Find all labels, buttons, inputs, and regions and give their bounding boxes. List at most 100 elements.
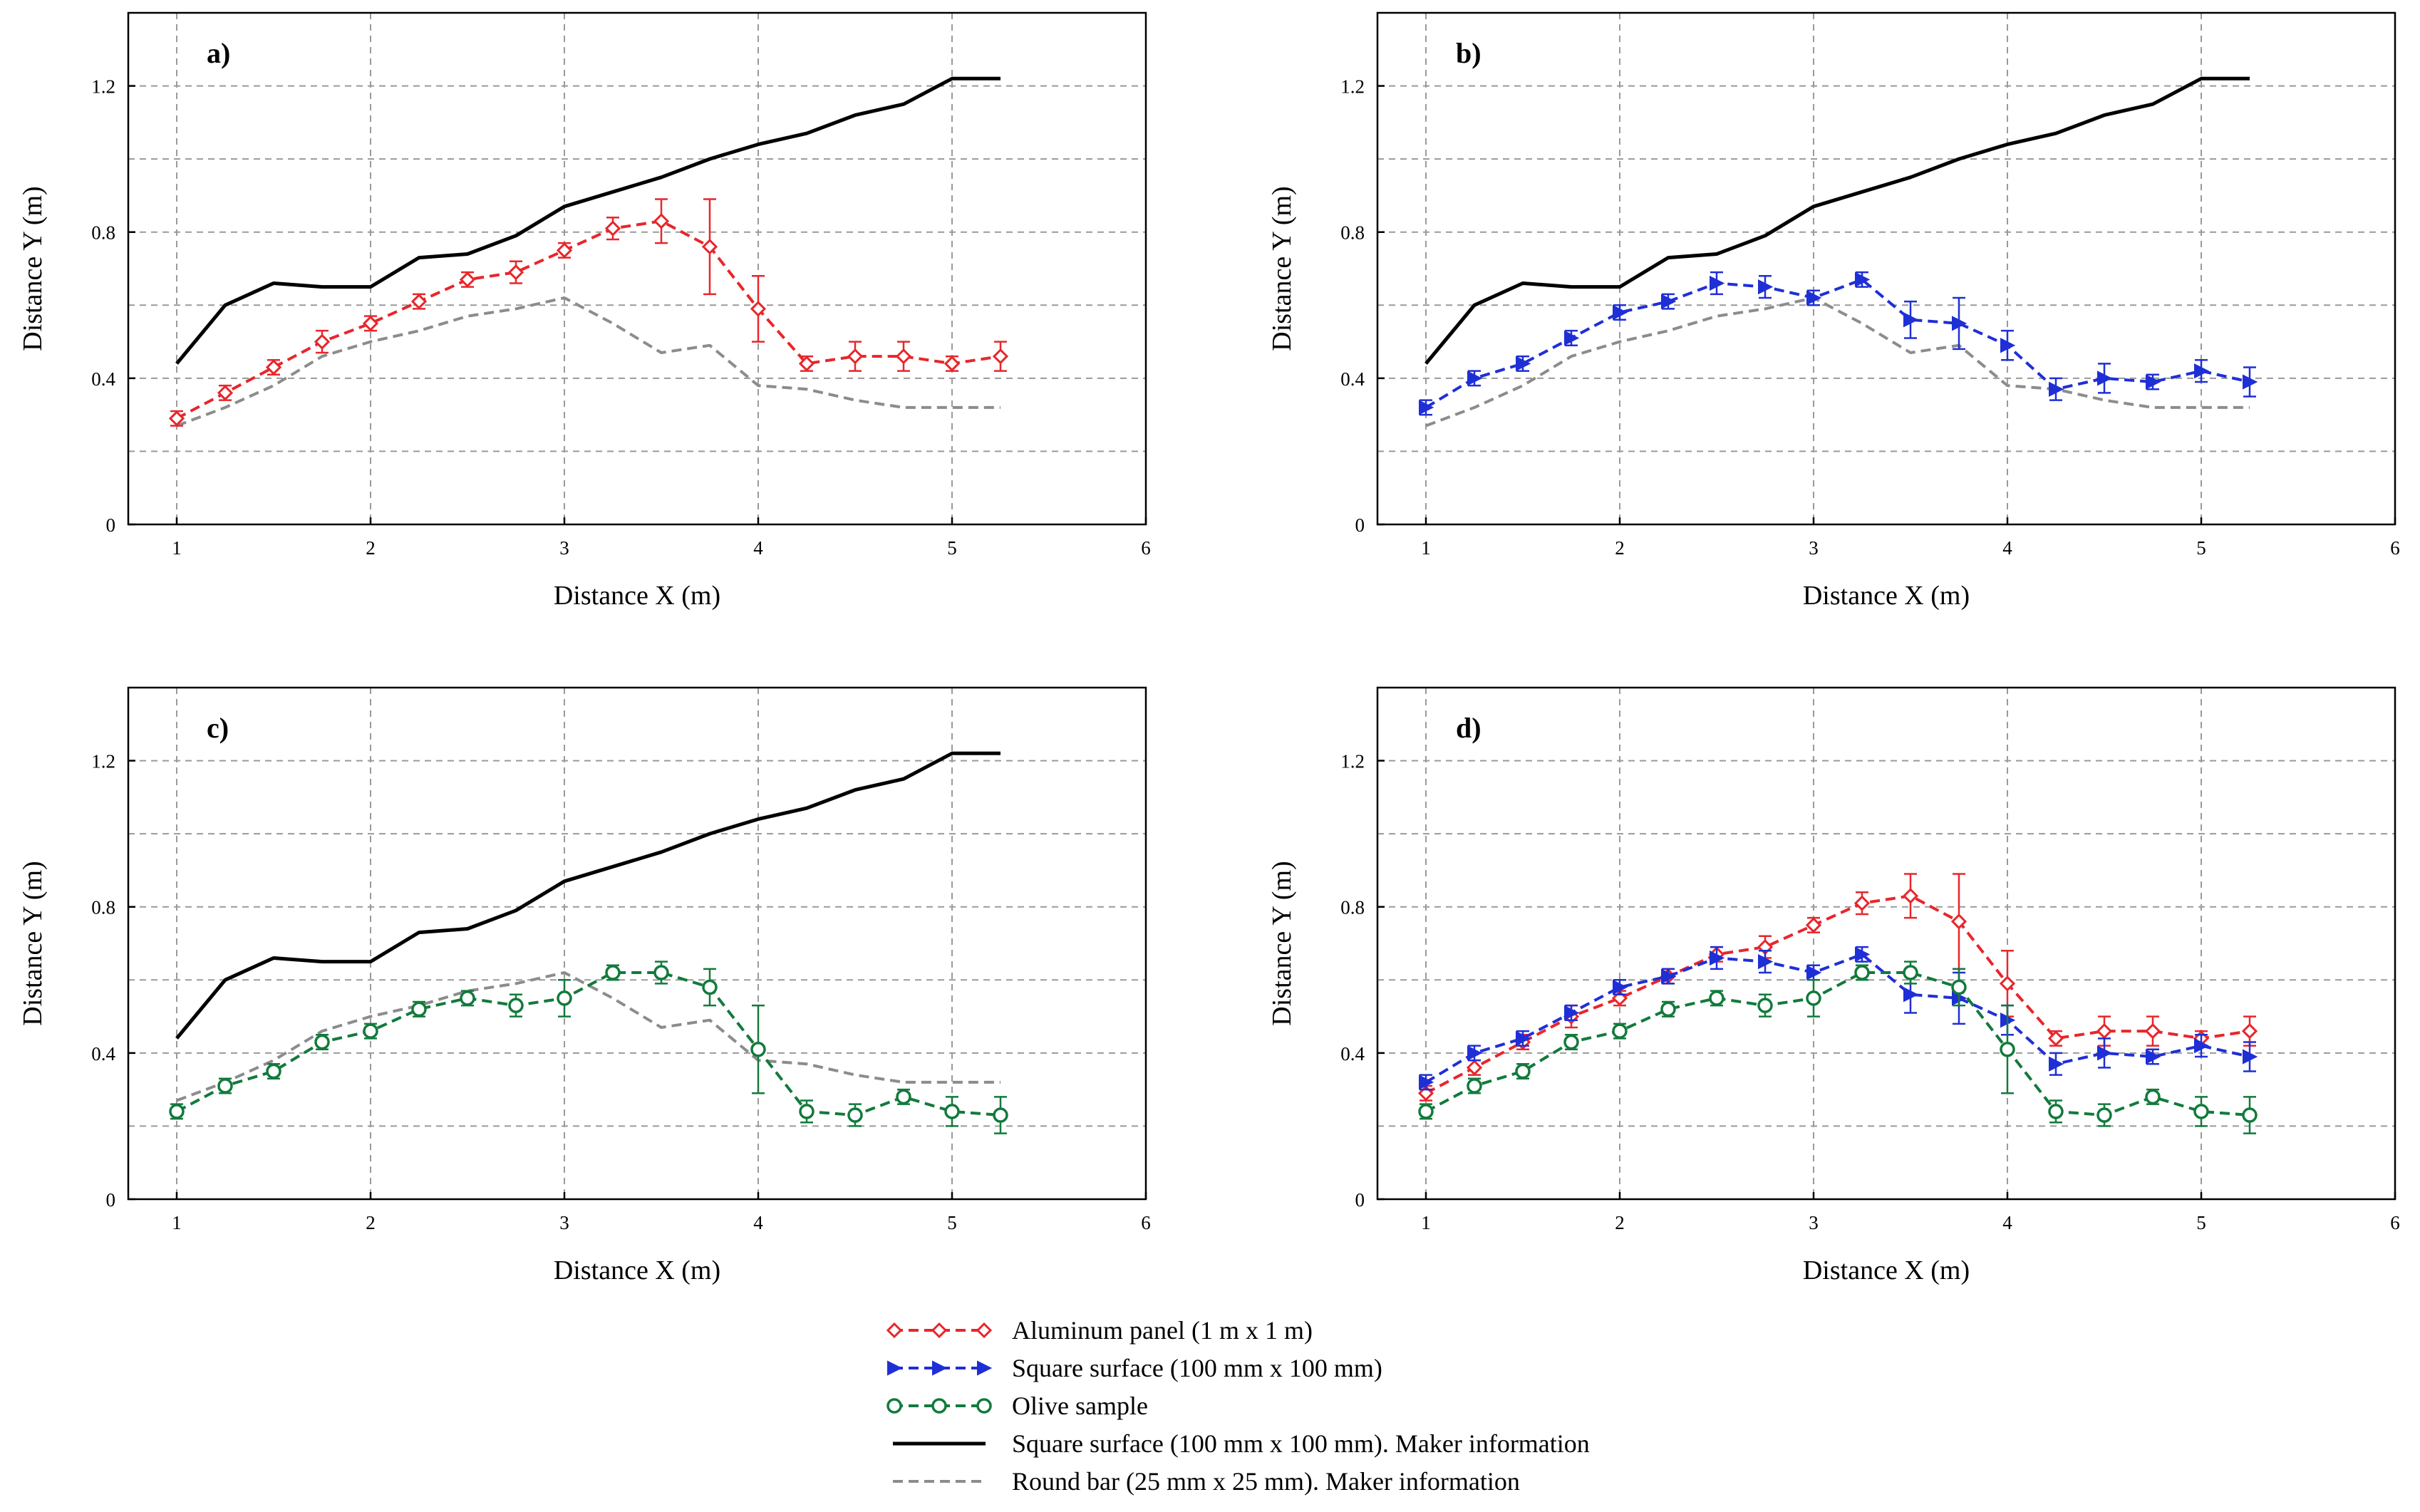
data-point [265, 359, 282, 376]
x-tick-label: 2 [366, 537, 376, 559]
data-point [1853, 895, 1871, 911]
panel-label: a) [207, 37, 230, 69]
plot-frame [127, 686, 1147, 1201]
data-point [1516, 356, 1531, 371]
x-tick-label: 4 [753, 1212, 763, 1233]
series-line-maker_square [175, 76, 1000, 365]
series-line-square_surface [1424, 953, 2250, 1084]
data-point [2144, 1022, 2161, 1040]
y-axis-label: Distance Y (m) [18, 861, 48, 1025]
legend-entry-olive: Olive sample [886, 1392, 1148, 1420]
y-tick-label: 1.2 [91, 76, 115, 98]
data-point [459, 271, 476, 288]
data-point [1805, 917, 1822, 933]
data-point [410, 294, 428, 310]
y-axis-label: Distance Y (m) [1267, 186, 1297, 351]
y-tick-label: 0.8 [1340, 897, 1365, 918]
y-axis-label: Distance Y (m) [1267, 861, 1297, 1025]
y-tick-label: 0.4 [91, 368, 115, 390]
data-point [1613, 979, 1628, 995]
series-line-square_surface [1424, 278, 2250, 409]
data-point [2047, 1030, 2064, 1047]
data-point [1903, 312, 1919, 328]
data-point [2097, 1045, 2113, 1061]
data-point [1806, 990, 1821, 1006]
x-axis-label: Distance X (m) [1803, 581, 1970, 611]
data-point [2243, 1049, 2258, 1065]
x-tick-label: 2 [1615, 537, 1625, 559]
data-point [2048, 1104, 2064, 1119]
data-point [1903, 965, 1918, 980]
data-point [1902, 888, 1919, 904]
data-point [460, 990, 475, 1006]
data-point [895, 348, 912, 365]
y-tick-label: 0 [1355, 1189, 1365, 1211]
data-point [799, 1104, 815, 1119]
x-tick-label: 6 [2390, 1212, 2400, 1233]
chart-panel-1: 1 2 3 4 5 6 0 0.4 0.8 1.2 Distance X (m) Distance Y… [18, 11, 1151, 611]
series-square_surface [1419, 946, 2258, 1091]
series-line-aluminum [1425, 894, 2250, 1095]
x-tick-label: 3 [1809, 537, 1819, 559]
data-point [1418, 1104, 1434, 1119]
data-point [1467, 1045, 1483, 1061]
data-point [1903, 987, 1919, 1003]
panel-label: b) [1456, 37, 1482, 69]
x-axis-label: Distance X (m) [554, 581, 720, 611]
data-point [314, 333, 331, 350]
data-point [2146, 374, 2161, 390]
data-point [1467, 1078, 1482, 1094]
data-point [1661, 968, 1677, 984]
x-tick-label: 4 [753, 537, 763, 559]
data-point [169, 1104, 185, 1119]
data-point [1516, 1030, 1531, 1046]
data-point [2146, 1049, 2161, 1065]
series-maker_square [1424, 76, 2250, 365]
y-tick-label: 0.8 [91, 222, 115, 244]
data-point [2242, 1107, 2258, 1123]
data-point [266, 1063, 281, 1079]
data-point [2000, 1041, 2015, 1057]
data-point [2049, 381, 2064, 397]
data-point [1855, 271, 1871, 288]
data-point [1950, 913, 1967, 930]
series-line-olive [176, 971, 1001, 1117]
data-point [1613, 304, 1628, 321]
data-point [605, 965, 621, 980]
legend-label: Square surface (100 mm x 100 mm). Maker … [1012, 1429, 1590, 1458]
series-square_surface [1419, 271, 2258, 416]
data-point [2097, 371, 2113, 386]
data-point [1710, 275, 1725, 291]
y-tick-label: 0.4 [1340, 368, 1365, 390]
data-point [1806, 965, 1822, 980]
data-point [1758, 279, 1774, 295]
series-line-olive [1425, 971, 2250, 1117]
series-maker_square [175, 76, 1000, 365]
x-tick-label: 6 [1141, 1212, 1151, 1233]
data-point [1757, 998, 1773, 1013]
legend-marker [932, 1360, 948, 1376]
x-tick-label: 5 [2196, 537, 2206, 559]
legend-entry-maker_square: Square surface (100 mm x 100 mm). Maker … [893, 1429, 1590, 1458]
x-tick-label: 6 [1141, 537, 1151, 559]
series-olive [169, 960, 1008, 1134]
data-point [653, 213, 670, 229]
data-point [2049, 1056, 2064, 1072]
legend-marker [976, 1322, 993, 1339]
x-tick-label: 3 [559, 537, 569, 559]
data-point [1806, 290, 1822, 306]
data-point [2193, 1104, 2209, 1119]
legend-marker [976, 1398, 992, 1414]
series-line-maker_round [176, 296, 1000, 428]
x-tick-label: 2 [366, 1212, 376, 1233]
data-point [1710, 950, 1725, 966]
legend-marker [977, 1360, 993, 1376]
data-point [411, 1001, 427, 1018]
x-tick-label: 5 [2196, 1212, 2206, 1233]
data-point [507, 264, 524, 281]
plot-frame [1376, 11, 2396, 526]
legend-entry-square_surface: Square surface (100 mm x 100 mm) [887, 1354, 1382, 1382]
data-point [1661, 294, 1677, 309]
y-tick-label: 0.8 [91, 897, 115, 918]
data-point [1855, 946, 1871, 963]
